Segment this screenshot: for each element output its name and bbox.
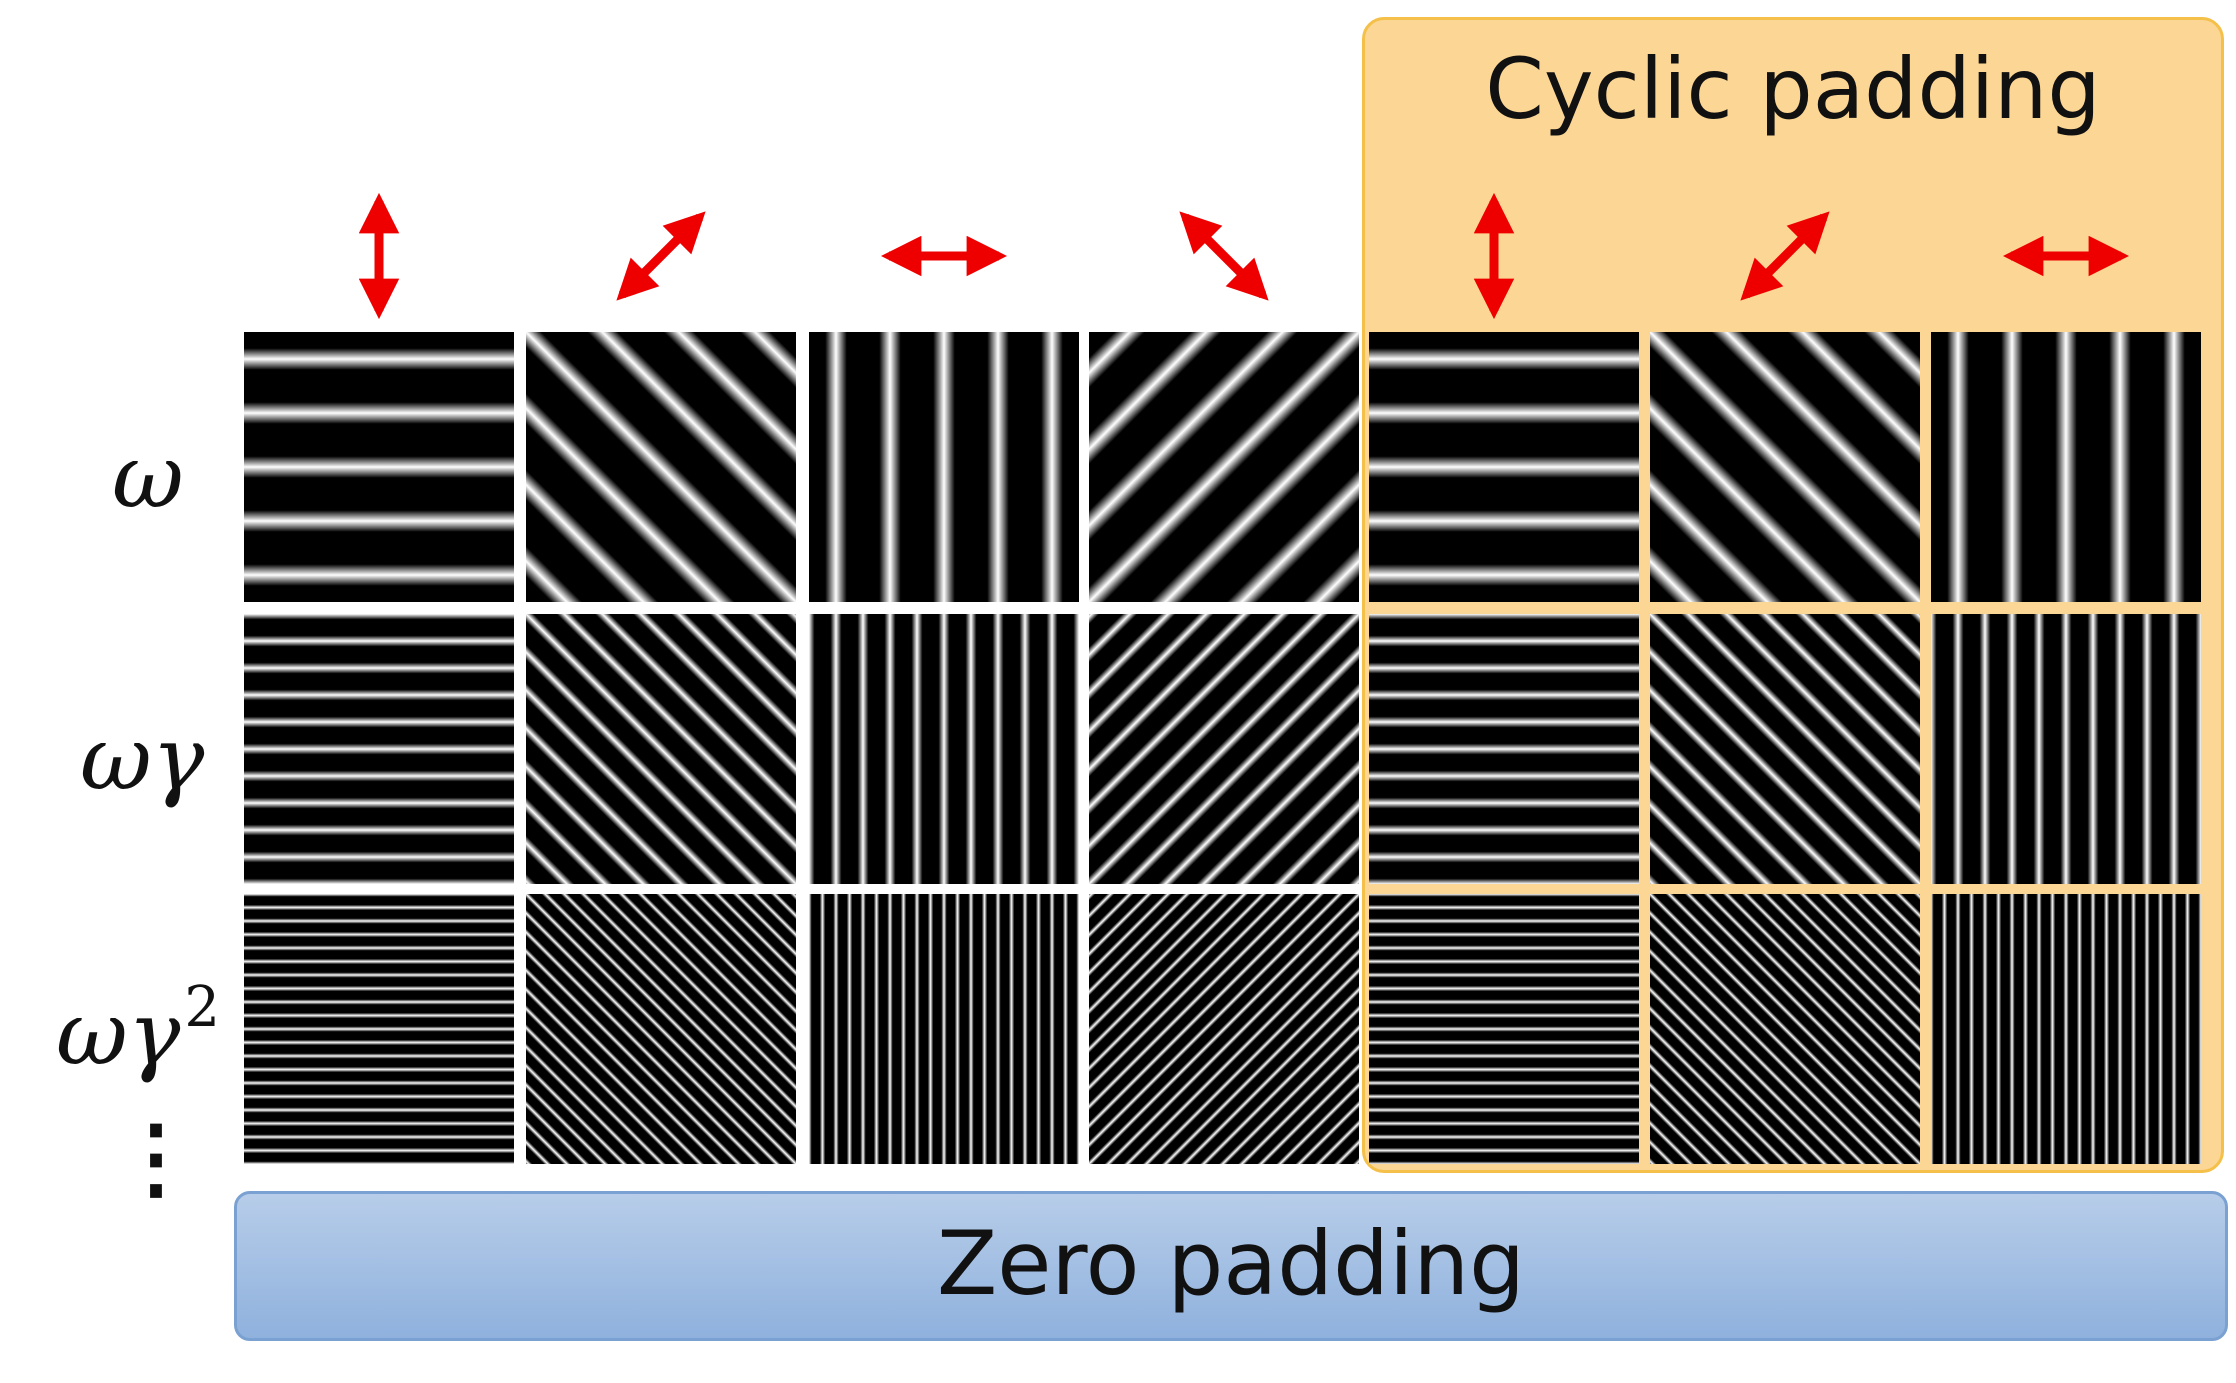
grating-tile [809, 332, 1079, 602]
grating-tile [809, 614, 1079, 884]
zero-padding-region [234, 1191, 2228, 1341]
grating-tile [1650, 614, 1920, 884]
grating-tile [1089, 894, 1359, 1164]
grating-tile [1650, 332, 1920, 602]
grating-tile [1931, 614, 2201, 884]
row-label-omega: ω [112, 425, 184, 528]
row-label-omega-gamma-squared: ωγ2 [56, 975, 220, 1085]
grating-tile [1369, 894, 1639, 1164]
grating-tile [809, 894, 1079, 1164]
grating-tile [526, 332, 796, 602]
grating-tile [526, 614, 796, 884]
continuation-dots: ⋮ [112, 1105, 200, 1209]
grating-tile [1931, 332, 2201, 602]
grating-tile [244, 332, 514, 602]
direction-arrow [1179, 211, 1269, 301]
zero-padding-label: Zero padding [936, 1212, 1526, 1315]
grating-tile [1089, 614, 1359, 884]
grating-tile [526, 894, 796, 1164]
direction-arrow [616, 211, 706, 301]
grating-tile [1369, 614, 1639, 884]
grating-tile [1931, 894, 2201, 1164]
direction-arrow [1740, 211, 1830, 301]
cyclic-padding-label: Cyclic padding [1485, 40, 2101, 138]
grating-tile [1089, 332, 1359, 602]
grating-tile [1369, 332, 1639, 602]
row-label-omega-gamma: ωγ [80, 707, 205, 810]
grating-tile [244, 894, 514, 1164]
grating-tile [244, 614, 514, 884]
grating-tile [1650, 894, 1920, 1164]
